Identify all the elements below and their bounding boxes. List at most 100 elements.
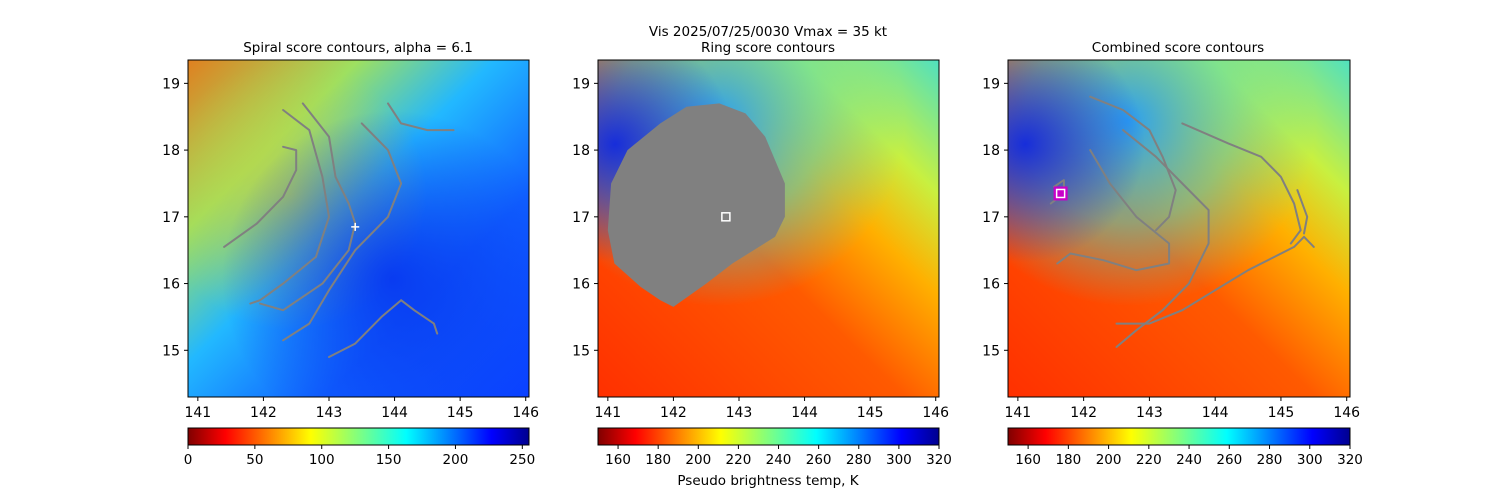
colorbar-tick-label: 260 <box>1216 452 1242 468</box>
x-tick-label: 146 <box>512 405 539 421</box>
colorbar-tick-label: 280 <box>846 452 872 468</box>
colorbar-tick-label: 200 <box>1096 452 1122 468</box>
y-tick-label: 18 <box>982 143 1000 159</box>
colorbar-tick-label: 150 <box>376 452 402 468</box>
y-tick-label: 17 <box>982 210 1000 226</box>
contour-line <box>1056 149 1171 272</box>
ring-colorbar: 160 180 200 220 240 260 280 300 320 <box>597 427 952 468</box>
ring-score-region <box>607 103 785 307</box>
x-tick-label: 142 <box>660 405 687 421</box>
center-square-outline <box>1053 186 1068 201</box>
colorbar-tick-label: 300 <box>886 452 912 468</box>
contour-line <box>223 145 298 248</box>
spiral-colorbar: 0 50 100 150 200 250 <box>184 427 535 468</box>
y-tick-label: 16 <box>982 277 1000 293</box>
y-tick-label: 19 <box>982 76 1000 92</box>
panel-title: Ring score contours <box>701 40 835 56</box>
y-tick-label: 18 <box>572 143 590 159</box>
combined-contours <box>1049 95 1315 348</box>
x-axis: 141 142 143 144 145 146 <box>1004 397 1360 421</box>
ring-center-marker <box>721 212 731 222</box>
colorbar-tick-label: 320 <box>926 452 952 468</box>
x-tick-label: 144 <box>1202 405 1229 421</box>
colorbar-label: Pseudo brightness temp, K <box>677 473 859 489</box>
y-tick-label: 19 <box>572 76 590 92</box>
colorbar-tick-label: 160 <box>605 452 631 468</box>
y-tick-label: 15 <box>982 343 1000 359</box>
x-tick-label: 144 <box>791 405 818 421</box>
x-tick-label: 145 <box>857 405 884 421</box>
x-tick-label: 146 <box>1333 405 1360 421</box>
x-axis: 141 142 143 144 145 146 <box>184 397 539 421</box>
spiral-center-marker <box>351 222 360 231</box>
panel-combined: Combined score contours 141 142 143 144 145 1… <box>982 40 1363 468</box>
contour-line <box>1296 189 1309 235</box>
contour-line <box>328 299 439 358</box>
colorbar-ticks: 0 50 100 150 200 250 <box>184 445 535 468</box>
colorbar-tick-label: 200 <box>443 452 469 468</box>
colorbar-tick-label: 0 <box>184 452 193 468</box>
colorbar-tick-label: 240 <box>1176 452 1202 468</box>
axes-frame <box>187 59 530 398</box>
panel-title: Spiral score contours, alpha = 6.1 <box>243 40 473 56</box>
combined-center-marker <box>1053 186 1068 201</box>
contour-line <box>1115 235 1315 325</box>
y-axis: 15 16 17 18 19 <box>982 76 1008 359</box>
combined-heatmap-image <box>1008 60 1350 397</box>
colorbar-tick-label: 320 <box>1337 452 1363 468</box>
colorbar-tick-label: 300 <box>1297 452 1323 468</box>
x-tick-label: 144 <box>381 405 408 421</box>
colorbar-tick-label: 200 <box>685 452 711 468</box>
x-tick-label: 141 <box>1004 405 1031 421</box>
panel-title: Combined score contours <box>1092 40 1264 56</box>
axes-frame <box>1007 59 1351 398</box>
y-tick-label: 15 <box>162 343 180 359</box>
y-tick-label: 16 <box>162 277 180 293</box>
x-tick-label: 146 <box>922 405 949 421</box>
x-tick-label: 141 <box>184 405 211 421</box>
colorbar-tick-label: 260 <box>806 452 832 468</box>
panel-ring: Ring score contours 141 142 143 144 145 146 1… <box>572 40 952 489</box>
contour-line <box>1181 122 1302 245</box>
y-tick-label: 17 <box>572 210 590 226</box>
colorbar-tick-label: 100 <box>309 452 335 468</box>
y-tick-label: 18 <box>162 143 180 159</box>
y-axis: 15 16 17 18 19 <box>162 76 188 359</box>
center-plus-marker <box>351 222 360 231</box>
figure-suptitle: Vis 2025/07/25/0030 Vmax = 35 kt <box>649 24 887 40</box>
x-axis: 141 142 143 144 145 146 <box>594 397 949 421</box>
colorbar-tick-label: 240 <box>766 452 792 468</box>
y-axis: 15 16 17 18 19 <box>572 76 598 359</box>
y-tick-label: 19 <box>162 76 180 92</box>
y-tick-label: 15 <box>572 343 590 359</box>
colorbar-tick-label: 250 <box>509 452 535 468</box>
x-tick-label: 142 <box>1070 405 1097 421</box>
colorbar-tick-label: 220 <box>726 452 752 468</box>
contour-line <box>282 122 403 342</box>
contour-line <box>1089 95 1177 232</box>
colorbar-tick-label: 160 <box>1015 452 1041 468</box>
colorbar-tick-label: 180 <box>1055 452 1081 468</box>
colorbar-tick-label: 220 <box>1136 452 1162 468</box>
ring-score-fill <box>607 103 785 307</box>
x-tick-label: 143 <box>1136 405 1163 421</box>
x-tick-label: 143 <box>726 405 753 421</box>
x-tick-label: 141 <box>594 405 621 421</box>
contour-line <box>387 102 455 132</box>
colorbar-ticks: 160 180 200 220 240 260 280 300 320 <box>1015 445 1363 468</box>
x-tick-label: 142 <box>250 405 277 421</box>
colorbar-ticks: 160 180 200 220 240 260 280 300 320 <box>605 445 952 468</box>
panel-spiral: Spiral score contours, alpha = 6.1 141 14… <box>162 40 539 468</box>
x-tick-label: 145 <box>447 405 474 421</box>
x-tick-label: 145 <box>1268 405 1295 421</box>
combined-colorbar: 160 180 200 220 240 260 280 300 320 <box>1007 427 1363 468</box>
colorbar-tick-label: 50 <box>246 452 263 468</box>
y-tick-label: 16 <box>572 277 590 293</box>
spiral-heatmap-image <box>188 60 529 397</box>
center-square-marker <box>1055 188 1066 199</box>
contour-line <box>249 109 330 305</box>
colorbar-tick-label: 280 <box>1257 452 1283 468</box>
y-tick-label: 17 <box>162 210 180 226</box>
colorbar-tick-label: 180 <box>645 452 671 468</box>
